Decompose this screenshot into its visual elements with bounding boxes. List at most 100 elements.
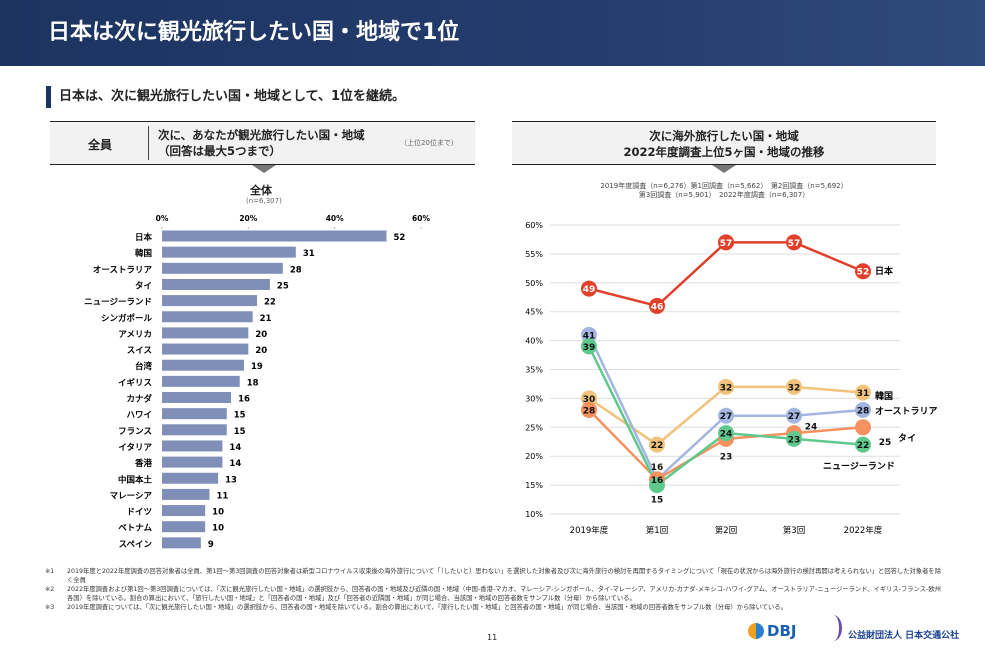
bar-category-label: スペイン <box>119 540 153 550</box>
data-label: 41 <box>583 331 596 341</box>
bar-category-label: 香港 <box>134 458 153 469</box>
question-line1: 次に、あなたが観光旅行したい国・地域 <box>158 128 365 142</box>
survey-legend-line1: 2019年度調査（n=6,276）第1回調査（n=5,662） 第2回調査（n=… <box>600 182 848 190</box>
data-label: 22 <box>857 441 870 451</box>
bar-category-label: ベトナム <box>118 524 152 534</box>
data-point <box>718 234 734 251</box>
bar <box>162 424 227 436</box>
y-tick-label: 40% <box>525 337 543 346</box>
data-point <box>581 326 597 343</box>
bar <box>162 262 283 274</box>
y-tick-label: 50% <box>525 279 543 288</box>
right-title-line1: 次に海外旅行したい国・地域 <box>649 129 799 143</box>
x-tick-label: 40% <box>326 214 344 223</box>
bar <box>162 521 206 533</box>
bar-value-label: 15 <box>234 411 246 421</box>
bar-category-label: オーストラリア <box>93 265 153 275</box>
survey-legend-line2: 第3回調査（n=5,901） 2022年度調査（n=6,307） <box>638 191 810 199</box>
data-label: 57 <box>788 239 801 249</box>
data-point <box>649 436 665 453</box>
bar <box>162 343 249 355</box>
bar-value-label: 19 <box>251 362 263 372</box>
y-tick-label: 15% <box>525 481 543 490</box>
data-point <box>581 390 597 407</box>
footnote-mark: ※1 <box>45 568 55 575</box>
page-title: 日本は次に観光旅行したい国・地域で1位 <box>48 20 460 45</box>
y-tick-label: 60% <box>525 221 543 230</box>
data-label: 52 <box>857 268 870 278</box>
bar-category-label: シンガポール <box>101 313 153 324</box>
bar-value-label: 16 <box>238 395 250 405</box>
jtb-logo-mark-icon <box>825 615 842 641</box>
bar <box>162 359 245 371</box>
bar-category-label: 台湾 <box>135 361 153 372</box>
segment-label: 全員 <box>88 138 113 152</box>
jtb-foundation-logo: 公益財団法人 日本交通公社 <box>825 615 959 641</box>
bar <box>162 537 201 549</box>
bar-value-label: 21 <box>260 314 272 324</box>
data-point <box>855 401 871 418</box>
bar-value-label: 11 <box>216 491 228 501</box>
y-tick-label: 55% <box>525 250 543 259</box>
data-label: 31 <box>857 389 870 399</box>
bar-value-label: 14 <box>229 459 241 469</box>
x-tick-label: 0% <box>156 214 169 223</box>
bar-value-label: 18 <box>247 378 259 388</box>
bar-value-label: 9 <box>208 540 214 550</box>
bar-category-label: タイ <box>135 280 152 291</box>
data-label: 28 <box>583 406 596 416</box>
arrow-down-icon <box>252 165 276 173</box>
bar-category-label: カナダ <box>126 394 152 405</box>
top20-note: （上位20位まで） <box>400 139 458 147</box>
bar-category-label: 中国本土 <box>118 474 153 485</box>
bar-category-label: アメリカ <box>118 330 152 340</box>
bar <box>162 392 232 403</box>
arrow-down-icon <box>712 165 736 173</box>
line-chart: 10% 15% 20% 25% 30% 35% 40% 45% 50% 55% 60% 2019年度 第… <box>525 221 937 536</box>
dbj-logo: DBJ <box>748 622 796 640</box>
bar <box>162 295 257 307</box>
footnote-mark: ※3 <box>45 604 55 611</box>
data-point <box>786 234 802 251</box>
data-label: 22 <box>651 441 664 451</box>
series-name-label: 日本 <box>875 265 894 277</box>
bar <box>162 375 240 387</box>
data-point <box>581 338 597 355</box>
data-label: 24 <box>805 423 818 433</box>
footnote-text: 2022年度調査および第1回～第3回調査については、「次に観光旅行したい国・地域… <box>67 586 941 602</box>
group-n: (n=6,307) <box>246 197 282 205</box>
x-tick-label: 60% <box>412 214 430 223</box>
series-name-label: ニュージーランド <box>823 461 895 472</box>
data-point <box>855 263 871 280</box>
data-point <box>855 419 871 436</box>
bar-category-label: ニュージーランド <box>84 298 152 308</box>
bar-category-label: 日本 <box>135 232 153 243</box>
data-label: 46 <box>651 302 664 312</box>
bar <box>162 440 223 452</box>
page-number: 11 <box>487 633 498 642</box>
bar-value-label: 10 <box>212 524 224 534</box>
data-point <box>649 297 665 314</box>
bar-chart: 0% 20% 40% 60% 日本 52 韓国 31 オーストラリア 28 タイ 25 ニュージーランド… <box>84 214 430 550</box>
y-tick-label: 10% <box>525 510 543 519</box>
x-tick-label: 第2回 <box>715 525 737 536</box>
data-label: 27 <box>788 412 801 422</box>
data-label: 23 <box>720 452 733 462</box>
x-tick-label: 2019年度 <box>570 525 609 536</box>
data-point <box>786 378 802 395</box>
y-tick-label: 30% <box>525 394 543 403</box>
data-label: 16 <box>651 476 664 486</box>
bar-value-label: 52 <box>393 233 405 243</box>
footnote-text: 2019年度調査については、「次に観光旅行したい国・地域」の選択肢から、回答者の… <box>67 604 787 611</box>
data-point <box>786 430 802 447</box>
data-label: 32 <box>788 383 801 393</box>
survey-legend: 2019年度調査（n=6,276）第1回調査（n=5,662） 第2回調査（n=… <box>512 182 936 200</box>
bar <box>162 246 296 258</box>
bar-category-label: イタリア <box>118 442 152 453</box>
series-line <box>588 241 864 308</box>
bar <box>162 408 227 420</box>
group-label: 全体 <box>250 184 272 197</box>
data-label: 24 <box>720 430 733 440</box>
bar-category-label: マレーシア <box>110 491 153 501</box>
footnote-text: 2019年度と2022年度調査の回答対象者は全員、第1回～第3回調査の回答対象者… <box>67 568 942 584</box>
